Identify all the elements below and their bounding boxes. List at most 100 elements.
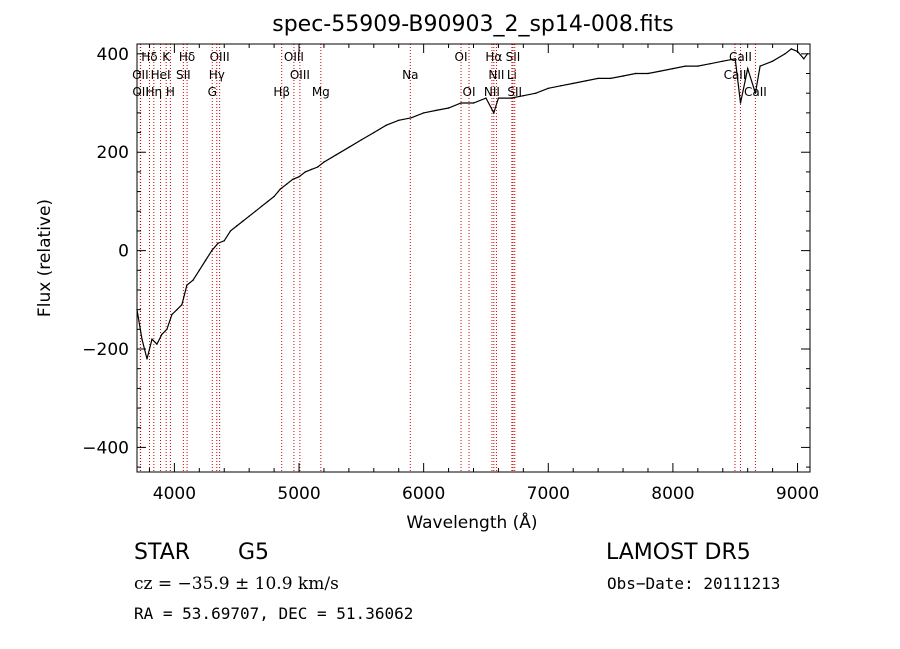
spectral-line-label: SII: [506, 50, 521, 64]
spectral-line-label: SII: [507, 85, 522, 99]
flux-data-point: [697, 65, 699, 67]
x-tick-label: 6000: [402, 484, 445, 504]
flux-data-point: [597, 77, 599, 80]
spectral-line-label: K: [162, 50, 171, 64]
flux-data-point: [647, 72, 649, 75]
flux-data-point: [242, 220, 244, 222]
flux-data-point: [398, 119, 400, 122]
spectral-line-label: Hδ: [141, 50, 157, 64]
object-subclass: G5: [238, 540, 270, 565]
x-tick-label: 9000: [776, 484, 819, 504]
x-tick-label: 5000: [277, 484, 320, 504]
flux-data-point: [335, 154, 338, 156]
flux-data-point: [547, 87, 549, 90]
spectral-line-label: OI: [455, 50, 468, 64]
flux-data-point: [373, 131, 375, 134]
flux-data-point: [803, 58, 805, 60]
flux-data-point: [236, 225, 238, 227]
flux-data-point: [310, 168, 313, 171]
spectral-line-label: Hγ: [209, 68, 225, 82]
flux-data-point: [709, 63, 711, 65]
y-tick-label: 400: [97, 45, 129, 65]
y-tick-label: 0: [118, 242, 129, 262]
flux-data-point: [198, 269, 200, 271]
spectral-lines-layer: Hδ K Hδ OIII OIII OI Hα SII CaII OII HeI SII Hγ OIII N…: [132, 44, 767, 472]
spectral-line-label: NII: [488, 68, 504, 82]
spectral-line-label: OI: [463, 85, 476, 99]
flux-data-point: [171, 313, 173, 316]
flux-data-point: [192, 279, 194, 281]
spectral-line-label: Hβ: [273, 85, 290, 99]
flux-data-point: [609, 77, 612, 80]
spectral-line-label: NII: [484, 85, 500, 99]
flux-data-point: [485, 97, 487, 99]
flux-data-point: [560, 85, 562, 87]
flux-data-point: [151, 338, 153, 340]
spectral-line-label: H: [166, 85, 175, 99]
flux-data-point: [223, 240, 225, 242]
spectrum-layer: [136, 48, 809, 360]
redshift-cz: cz = −35.9 ± 10.9 km/s: [134, 574, 339, 594]
flux-data-point: [747, 67, 749, 70]
spectral-line-label: CaII: [724, 68, 747, 82]
spectral-line-label: G: [208, 85, 217, 99]
flux-data-point: [229, 230, 232, 232]
flux-data-point: [360, 139, 362, 141]
flux-data-point: [166, 328, 168, 330]
flux-data-point: [186, 284, 188, 286]
flux-data-point: [622, 75, 624, 77]
flux-data-point: [447, 107, 450, 109]
axis-ticks: 4000 5000 6000 7000 8000 9000 −400 −200 0 200 400: [82, 44, 819, 504]
y-tick-label: −200: [82, 340, 129, 360]
flux-data-point: [759, 65, 761, 67]
flux-data-point: [285, 183, 288, 185]
spectral-line-label: Hη: [146, 85, 163, 99]
observation-date: Obs−Date: 20111213: [607, 574, 781, 593]
flux-data-point: [156, 343, 158, 345]
flux-data-point: [435, 109, 437, 112]
spectral-line-label: CaII: [729, 50, 752, 64]
flux-data-point: [771, 60, 774, 62]
flux-data-point: [211, 249, 213, 252]
flux-data-point: [217, 242, 219, 244]
spectral-line-label: Li: [507, 68, 517, 82]
flux-data-point: [254, 210, 257, 212]
flux-data-point: [497, 97, 500, 99]
flux-data-point: [317, 166, 319, 168]
spectral-line-label: OIII: [290, 68, 310, 82]
spectral-line-label: OIII: [284, 50, 304, 64]
ra-dec-coordinates: RA = 53.69707, DEC = 51.36062: [134, 604, 414, 623]
flux-data-point: [204, 259, 207, 262]
flux-data-point: [304, 171, 306, 173]
flux-data-point: [493, 112, 495, 114]
flux-data-point: [535, 92, 537, 94]
flux-data-point: [161, 333, 163, 335]
flux-data-point: [146, 358, 148, 360]
flux-data-point: [248, 215, 250, 217]
flux-data-point: [754, 92, 757, 94]
x-tick-label: 8000: [651, 484, 694, 504]
flux-data-point: [141, 338, 143, 340]
flux-data-point: [634, 72, 637, 75]
flux-data-point: [659, 70, 662, 72]
flux-data-point: [279, 188, 281, 190]
plot-frame: [136, 43, 811, 473]
flux-data-point: [460, 102, 462, 104]
flux-data-point: [348, 146, 350, 148]
flux-data-point: [739, 102, 742, 104]
flux-data-point: [734, 58, 736, 60]
flux-data-point: [784, 53, 786, 55]
flux-data-point: [522, 95, 525, 97]
flux-data-point: [323, 161, 325, 163]
flux-data-point: [273, 195, 275, 198]
x-axis-label: Wavelength (Å): [406, 511, 537, 533]
y-tick-label: 200: [97, 143, 129, 163]
flux-data-point: [790, 48, 792, 50]
flux-data-point: [684, 65, 687, 67]
flux-data-point: [510, 97, 512, 99]
y-axis-label: Flux (relative): [35, 199, 55, 317]
flux-data-point: [298, 176, 300, 178]
spectral-line-label: OIII: [210, 50, 230, 64]
spectral-line-label: HeI: [151, 68, 171, 82]
